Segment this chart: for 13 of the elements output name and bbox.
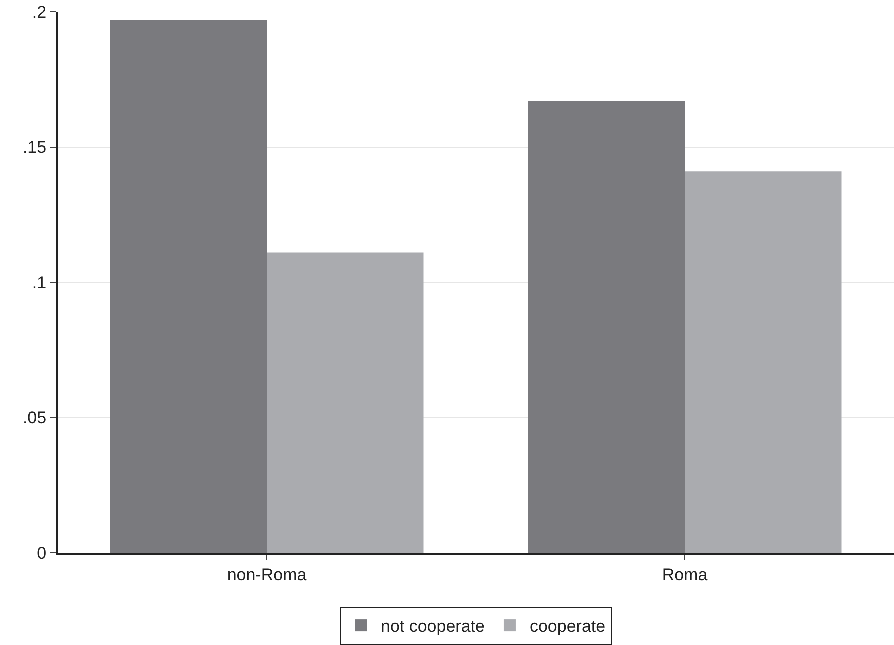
x-tick-label: non-Roma — [227, 565, 308, 584]
y-tick-label: .2 — [32, 2, 47, 22]
bar — [110, 20, 267, 553]
x-tick-label: Roma — [662, 565, 708, 584]
bar — [528, 101, 685, 553]
legend-label: not cooperate — [381, 617, 485, 636]
y-tick-label: 0 — [37, 544, 47, 563]
y-tick-label: .05 — [22, 408, 47, 428]
bar — [267, 252, 424, 553]
y-tick-label: .1 — [32, 273, 47, 292]
bar — [685, 172, 842, 553]
y-tick-label: .15 — [22, 138, 47, 158]
legend-label: cooperate — [530, 617, 606, 636]
